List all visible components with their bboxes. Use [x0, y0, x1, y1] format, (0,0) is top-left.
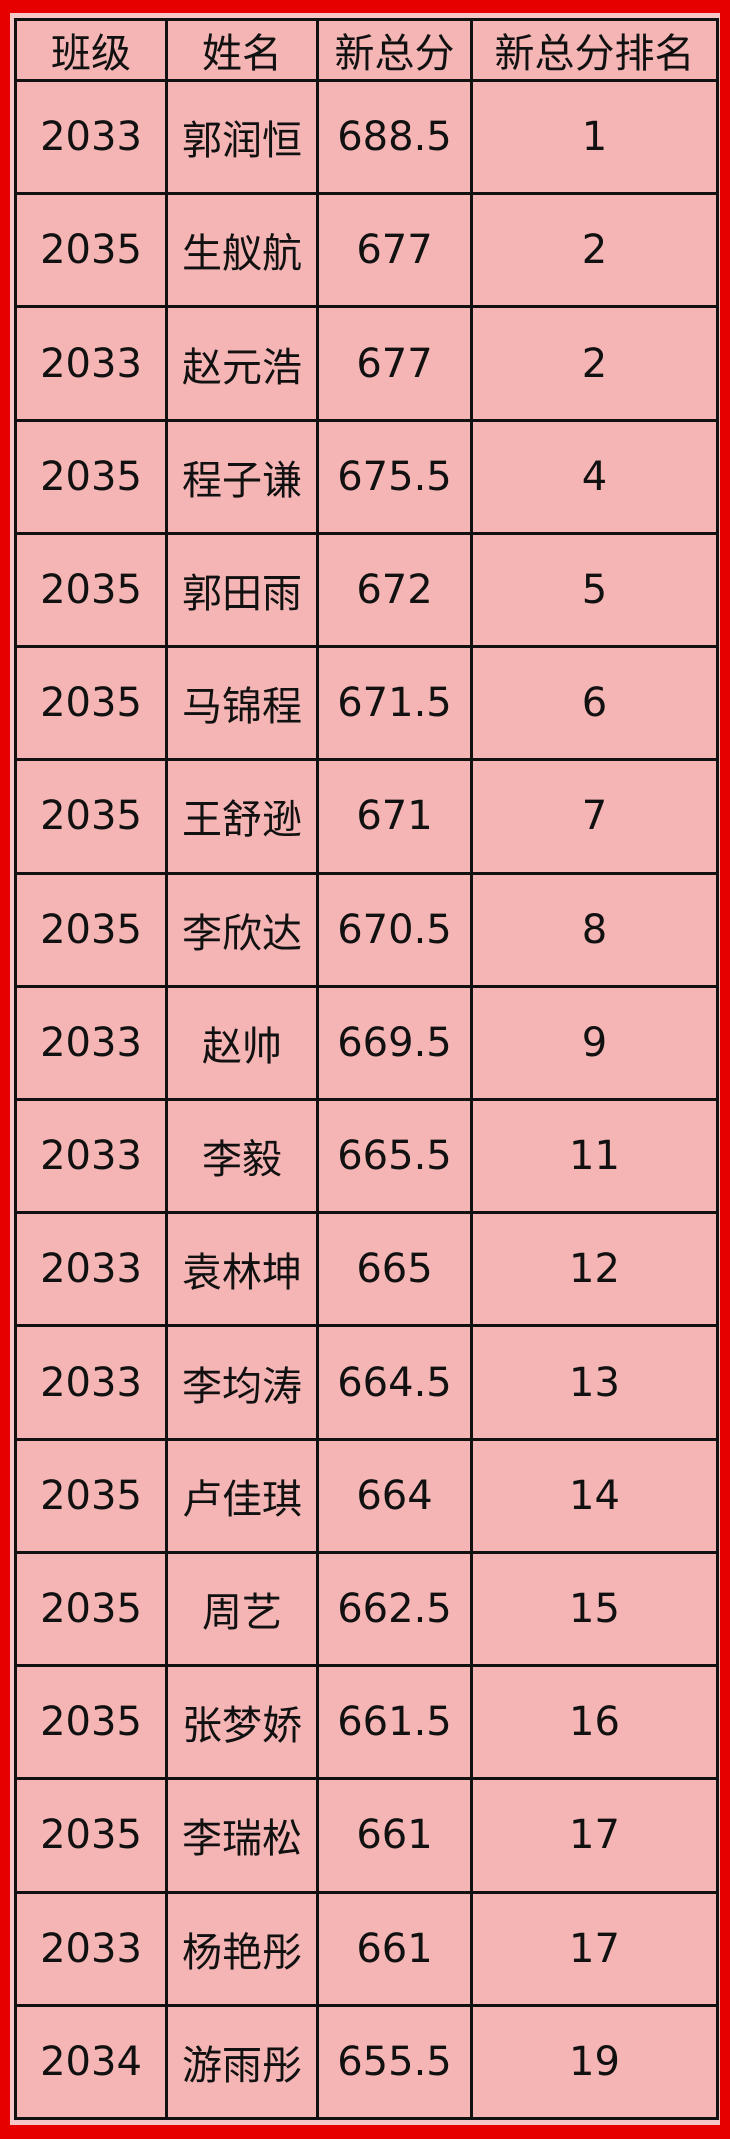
cell-rank: 19 [470, 2003, 719, 2121]
table-row: 2035 李欣达 670.5 8 [14, 871, 719, 988]
table-row: 2035 周艺 662.5 15 [14, 1550, 719, 1668]
header-row: 班级 姓名 新总分 新总分排名 [14, 18, 719, 82]
cell-rank: 1 [470, 78, 719, 196]
cell-class: 2035 [14, 1664, 168, 1781]
cell-score: 669.5 [316, 984, 473, 1101]
cell-name: 游雨彤 [165, 2003, 319, 2121]
cell-rank: 16 [470, 1664, 719, 1781]
cell-score: 665 [316, 1211, 473, 1328]
table-row: 2033 李毅 665.5 11 [14, 1097, 719, 1215]
table-row: 2035 李瑞松 661 17 [14, 1777, 719, 1894]
cell-rank: 17 [470, 1777, 719, 1894]
cell-score: 672 [316, 531, 473, 649]
cell-score: 665.5 [316, 1097, 473, 1215]
table-row: 2035 卢佳琪 664 14 [14, 1437, 719, 1554]
cell-score: 661 [316, 1890, 473, 2007]
cell-score: 661.5 [316, 1664, 473, 1781]
cell-score: 664 [316, 1437, 473, 1554]
cell-rank: 11 [470, 1097, 719, 1215]
cell-class: 2033 [14, 1097, 168, 1215]
cell-name: 李均涛 [165, 1324, 319, 1441]
cell-name: 杨艳彤 [165, 1890, 319, 2007]
cell-name: 周艺 [165, 1550, 319, 1668]
table-row: 2033 郭润恒 688.5 1 [14, 78, 719, 196]
cell-rank: 13 [470, 1324, 719, 1441]
table-row: 2035 程子谦 675.5 4 [14, 418, 719, 535]
table-row: 2033 杨艳彤 661 17 [14, 1890, 719, 2007]
cell-class: 2035 [14, 531, 168, 649]
table-row: 2035 张梦娇 661.5 16 [14, 1664, 719, 1781]
cell-class: 2033 [14, 1890, 168, 2007]
cell-name: 程子谦 [165, 418, 319, 535]
cell-name: 袁林坤 [165, 1211, 319, 1328]
cell-class: 2035 [14, 1777, 168, 1894]
cell-name: 生舣航 [165, 192, 319, 309]
cell-score: 671 [316, 758, 473, 875]
cell-name: 王舒逊 [165, 758, 319, 875]
cell-name: 张梦娇 [165, 1664, 319, 1781]
header-class: 班级 [14, 18, 168, 82]
score-ranking-table: 班级 姓名 新总分 新总分排名 2033 郭润恒 688.5 1 2035 生舣航 677 2… [14, 18, 719, 2121]
cell-name: 郭田雨 [165, 531, 319, 649]
table-row: 2033 袁林坤 665 12 [14, 1211, 719, 1328]
cell-name: 李瑞松 [165, 1777, 319, 1894]
table-row: 2033 李均涛 664.5 13 [14, 1324, 719, 1441]
cell-score: 677 [316, 305, 473, 422]
cell-rank: 14 [470, 1437, 719, 1554]
table-row: 2034 游雨彤 655.5 19 [14, 2003, 719, 2121]
cell-name: 赵元浩 [165, 305, 319, 422]
cell-rank: 5 [470, 531, 719, 649]
cell-class: 2035 [14, 871, 168, 988]
cell-score: 671.5 [316, 645, 473, 762]
cell-class: 2035 [14, 418, 168, 535]
cell-class: 2035 [14, 645, 168, 762]
table-row: 2035 生舣航 677 2 [14, 192, 719, 309]
cell-rank: 6 [470, 645, 719, 762]
cell-name: 马锦程 [165, 645, 319, 762]
cell-name: 赵帅 [165, 984, 319, 1101]
cell-name: 卢佳琪 [165, 1437, 319, 1554]
cell-rank: 7 [470, 758, 719, 875]
cell-score: 670.5 [316, 871, 473, 988]
cell-class: 2033 [14, 305, 168, 422]
cell-rank: 2 [470, 305, 719, 422]
cell-rank: 8 [470, 871, 719, 988]
cell-rank: 4 [470, 418, 719, 535]
cell-rank: 2 [470, 192, 719, 309]
cell-class: 2033 [14, 984, 168, 1101]
cell-score: 662.5 [316, 1550, 473, 1668]
cell-class: 2034 [14, 2003, 168, 2121]
cell-score: 688.5 [316, 78, 473, 196]
cell-name: 郭润恒 [165, 78, 319, 196]
cell-class: 2035 [14, 192, 168, 309]
table-row: 2033 赵元浩 677 2 [14, 305, 719, 422]
cell-rank: 15 [470, 1550, 719, 1668]
cell-class: 2035 [14, 1437, 168, 1554]
cell-class: 2033 [14, 78, 168, 196]
header-score: 新总分 [316, 18, 473, 82]
cell-score: 664.5 [316, 1324, 473, 1441]
cell-class: 2033 [14, 1211, 168, 1328]
cell-rank: 17 [470, 1890, 719, 2007]
header-rank: 新总分排名 [470, 18, 719, 82]
table-row: 2033 赵帅 669.5 9 [14, 984, 719, 1101]
cell-rank: 12 [470, 1211, 719, 1328]
cell-class: 2035 [14, 758, 168, 875]
cell-name: 李欣达 [165, 871, 319, 988]
cell-name: 李毅 [165, 1097, 319, 1215]
cell-score: 677 [316, 192, 473, 309]
cell-score: 661 [316, 1777, 473, 1894]
cell-class: 2033 [14, 1324, 168, 1441]
table-row: 2035 郭田雨 672 5 [14, 531, 719, 649]
table-row: 2035 马锦程 671.5 6 [14, 645, 719, 762]
cell-class: 2035 [14, 1550, 168, 1668]
cell-score: 655.5 [316, 2003, 473, 2121]
cell-rank: 9 [470, 984, 719, 1101]
cell-score: 675.5 [316, 418, 473, 535]
header-name: 姓名 [165, 18, 319, 82]
table-row: 2035 王舒逊 671 7 [14, 758, 719, 875]
